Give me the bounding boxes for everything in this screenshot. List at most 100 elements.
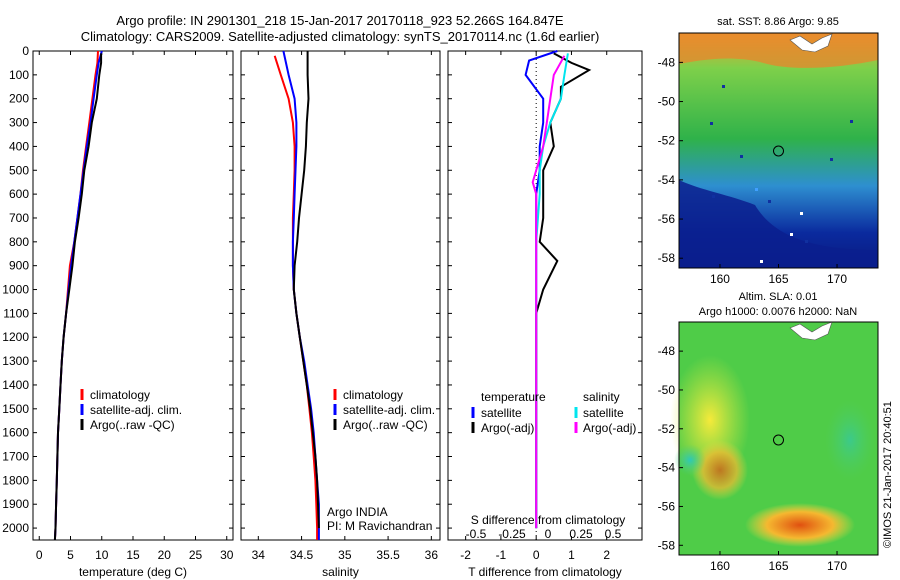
x-tick-label: -1: [496, 548, 507, 562]
sst-speckle: [830, 158, 833, 161]
y-tick-label: 1200: [2, 330, 29, 344]
sst-map: 160 165 170 -48 -50 -52 -54 -56 -58 sat. SST: 8.…: [658, 16, 879, 286]
y-tick-label: 1100: [3, 306, 29, 320]
y-tick-label: 600: [9, 187, 29, 201]
map-x-tick-label: 160: [710, 559, 730, 573]
difference-panel: -2 -1 0 1 2 T difference from climatology -0.5…: [447, 50, 643, 579]
sla-argo-position-marker: [773, 434, 784, 446]
y-tick-label: 700: [9, 211, 29, 225]
sla-map-ticks: 160 165 170 -48 -50 -52 -54 -56 -58: [658, 344, 848, 573]
x-tick-label: 35.5: [376, 548, 400, 562]
nz-coast-shape: [789, 33, 833, 53]
salinity-frame: [240, 50, 441, 541]
map-y-tick-label: -48: [658, 344, 676, 358]
x-tick-label: 25: [189, 548, 203, 562]
y-tick-label: 400: [9, 139, 29, 153]
argo-annotation: Argo INDIA: [327, 505, 388, 519]
x-tick-label: 5: [67, 548, 74, 562]
top-s-tick-label: 0: [545, 527, 552, 541]
sst-speckle: [805, 240, 808, 243]
y-tick-label: 1600: [2, 426, 29, 440]
legend-label: satellite: [583, 406, 624, 420]
x-tick-label: 35: [338, 548, 352, 562]
series-line-temperature-argo-adj-: [535, 52, 592, 529]
y-tick-label: 1900: [2, 497, 29, 511]
argo-annotation: PI: M Ravichandran: [327, 519, 432, 533]
sst-cold-region: [679, 180, 878, 268]
sst-speckle: [755, 188, 758, 191]
map-y-tick-label: -58: [658, 251, 676, 265]
y-tick-label: 900: [9, 259, 29, 273]
y-tick-label: 300: [9, 116, 29, 130]
sst-speckle: [722, 85, 725, 88]
map-y-tick-label: -56: [658, 499, 676, 513]
map-y-tick-label: -54: [658, 461, 676, 475]
top-s-tick-label: 0.5: [605, 527, 622, 541]
difference-frame: [447, 50, 643, 541]
x-axis-label: temperature (deg C): [79, 565, 187, 579]
legend-label: Argo(..raw -QC): [343, 418, 428, 432]
x-axis-label: T difference from climatology: [468, 565, 622, 579]
legend-label: satellite: [481, 406, 522, 420]
legend-label: climatology: [343, 388, 403, 402]
sla-orange-anomaly: [692, 440, 748, 500]
map-x-tick-label: 165: [768, 559, 788, 573]
sla-map-subtitle: Argo h1000: 0.0076 h2000: NaN: [699, 306, 857, 318]
map-y-tick-label: -56: [658, 212, 676, 226]
y-tick-label: 1700: [2, 450, 29, 464]
top-s-tick-label: -0.5: [466, 527, 487, 541]
y-tick-label: 200: [9, 92, 29, 106]
sst-speckle: [790, 233, 793, 236]
x-tick-label: 15: [126, 548, 140, 562]
x-tick-label: 2: [603, 548, 610, 562]
sst-speckle: [710, 122, 713, 125]
map-x-tick-label: 170: [827, 272, 847, 286]
y-tick-label: 1400: [2, 378, 29, 392]
map-y-tick-label: -52: [658, 134, 676, 148]
map-y-tick-label: -50: [658, 383, 676, 397]
series-line-argo-raw-qc-: [292, 51, 320, 529]
map-y-tick-label: -48: [658, 55, 676, 69]
y-tick-label: 0: [22, 44, 29, 58]
y-tick-label: 2000: [2, 521, 29, 535]
header-line1: Argo profile: IN 2901301_218 15-Jan-2017…: [116, 13, 564, 28]
series-line-argo-raw-qc-: [53, 53, 103, 541]
map-y-tick-label: -52: [658, 422, 676, 436]
legend-label: Argo(-adj): [481, 421, 534, 435]
x-tick-label: 34.5: [290, 548, 314, 562]
x-tick-label: 20: [158, 548, 172, 562]
sst-speckle: [760, 260, 763, 263]
sst-map-title: sat. SST: 8.86 Argo: 9.85: [717, 16, 839, 28]
s-difference-label: S difference from climatology: [471, 513, 626, 527]
map-y-tick-label: -58: [658, 538, 676, 552]
x-tick-label: -2: [460, 548, 471, 562]
x-axis-label: salinity: [322, 565, 359, 579]
x-tick-label: 34: [252, 548, 266, 562]
y-tick-label: 1500: [2, 402, 29, 416]
map-x-tick-label: 170: [827, 559, 847, 573]
temperature-frame: [32, 50, 234, 541]
sst-speckle: [740, 155, 743, 158]
sla-map-title: Altim. SLA: 0.01: [739, 291, 818, 303]
series-line-salinity-argo-adj-: [531, 55, 566, 529]
map-x-tick-label: 165: [768, 272, 788, 286]
sla-map: 160 165 170 -48 -50 -52 -54 -56 -58 Altim. SLA: …: [658, 291, 879, 573]
map-y-tick-label: -54: [658, 173, 676, 187]
sla-cyan-anomaly-east: [825, 400, 875, 480]
top-s-tick-label: 0.25: [569, 527, 593, 541]
x-tick-label: 1: [568, 548, 575, 562]
salinity-panel: 34 34.5 35 35.5 36 salinity climatologysatelli…: [240, 50, 441, 579]
x-tick-label: 0: [533, 548, 540, 562]
legend-label: Argo(-adj): [583, 421, 636, 435]
sst-speckle: [800, 212, 803, 215]
y-tick-label: 500: [9, 163, 29, 177]
top-s-tick-label: -0.25: [498, 527, 526, 541]
sst-speckle: [712, 195, 715, 198]
sst-speckle: [850, 120, 853, 123]
x-tick-label: 0: [36, 548, 43, 562]
imos-credit: ©IMOS 21-Jan-2017 20:40:51: [882, 401, 894, 548]
temperature-panel: 0100200300400500600700800900100011001200…: [2, 44, 233, 579]
map-x-tick-label: 160: [710, 272, 730, 286]
map-y-tick-label: -50: [658, 95, 676, 109]
